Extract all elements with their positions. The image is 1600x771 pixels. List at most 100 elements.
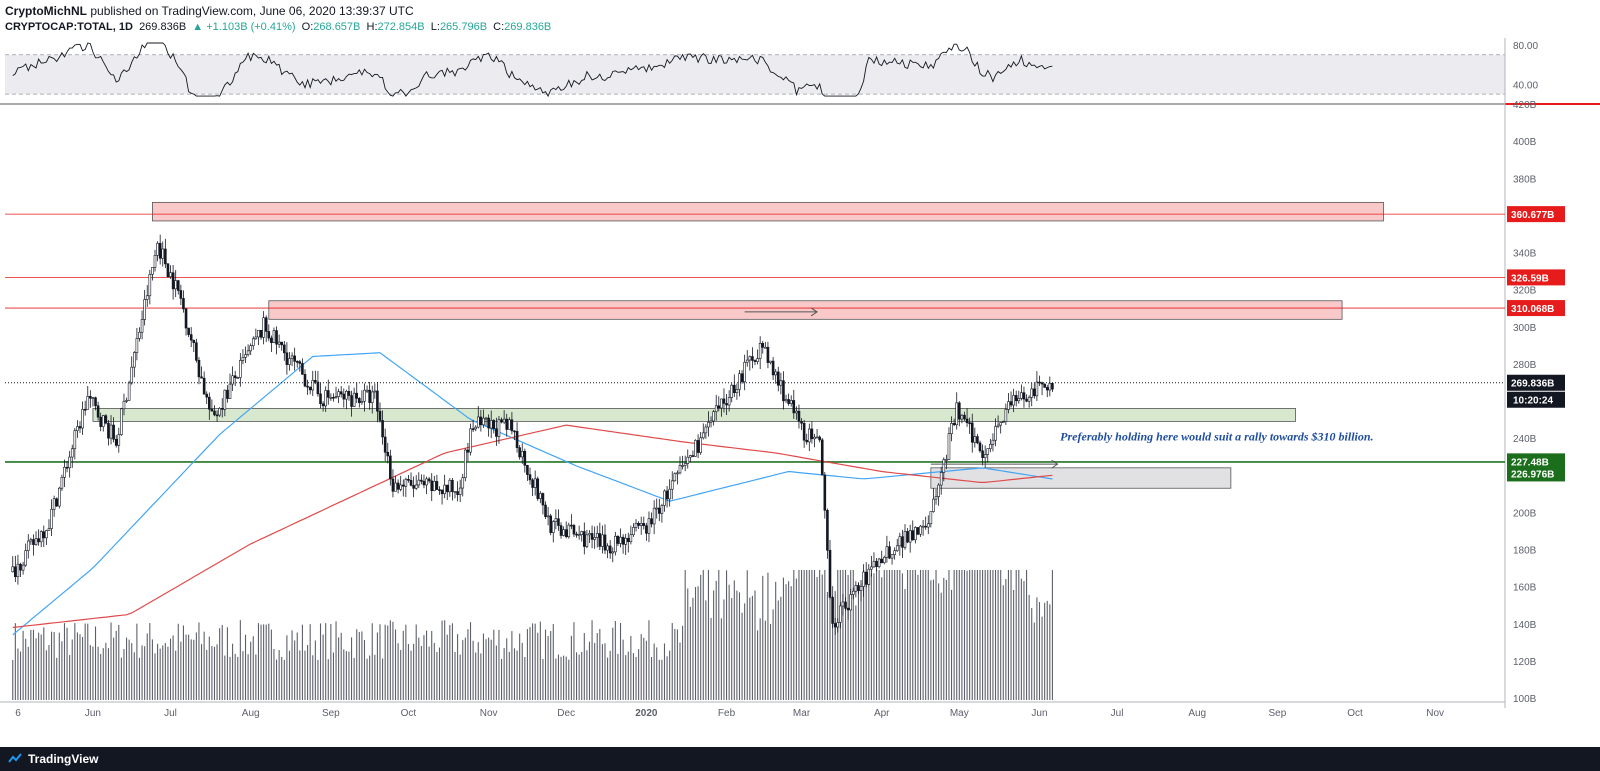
candle-body [487,417,490,429]
brand-name[interactable]: TradingView [28,752,99,766]
candle-body [1007,401,1010,410]
candle-body [21,564,25,571]
candle-body [303,374,307,387]
candle-body [104,415,108,424]
candle-body [360,400,364,403]
candle-body [945,459,948,461]
moving-average-fast-line [12,352,1053,636]
candle-body [218,408,221,416]
candle-body [329,396,333,399]
candle-body [828,549,832,598]
candle-body [396,482,400,490]
candle-body [200,376,203,379]
candle-body [893,550,896,555]
candle-body [259,329,263,338]
symbol-label[interactable]: CRYPTOCAP:TOTAL, 1D [5,21,133,33]
candle-body [32,539,35,545]
candle-body [420,479,423,482]
support-zone[interactable] [92,408,1296,422]
price-tick-label: 320B [1513,286,1537,297]
candle-body [554,518,558,522]
candle-body [673,473,677,482]
candle-body [39,531,43,543]
candle-body [867,568,871,585]
time-tick-label: Jul [164,708,177,719]
candle-body [696,440,700,453]
candle-body [588,533,591,536]
candle-body [156,242,159,256]
resistance-zone[interactable] [268,300,1343,320]
candle-body [795,410,798,414]
candle-body [753,360,757,362]
candle-body [466,449,470,453]
candle-body [652,507,656,525]
candle-body [409,480,413,486]
candle-body [345,391,348,400]
candle-body [937,484,940,497]
candle-body [257,329,260,338]
candle-body [89,396,92,399]
candle-body [458,487,462,495]
author-name[interactable]: CryptoMichNL [5,4,87,18]
candle-body [989,444,992,449]
price-tick-label: 420B [1513,100,1537,111]
candle-body [699,437,702,453]
candle-body [942,459,946,473]
candle-body [531,479,534,488]
candle-body [963,414,966,420]
candle-body [549,515,552,533]
candle-body [277,341,281,345]
candle-body [513,430,516,433]
candle-body [275,330,278,345]
candle-body [1012,395,1015,406]
candle-body [709,420,713,423]
neutral-zone[interactable] [930,467,1232,489]
candle-body [78,426,82,429]
low-label: L: [430,21,440,33]
candle-body [60,477,64,489]
time-tick-label: Jul [1111,708,1124,719]
candle-body [551,521,555,533]
candle-body [714,405,718,412]
resistance-zone[interactable] [152,201,1384,222]
candle-body [254,336,258,340]
candle-body [911,530,915,541]
last-price-label-box [1507,374,1565,391]
candle-body [740,373,744,383]
candle-body [68,456,71,469]
candle-body [544,504,547,518]
candle-body [815,436,819,439]
candle-body [1051,383,1054,390]
candle-body [903,531,907,548]
candle-body [120,408,123,435]
candle-body [81,408,84,429]
candle-body [114,438,118,446]
tradingview-logo-icon[interactable] [8,752,22,766]
candle-body [324,390,327,407]
candle-body [417,479,421,486]
candle-body [283,344,286,354]
level-price-label-box [1507,300,1565,317]
candle-body [1025,398,1028,402]
price-chart[interactable]: 80.0040.00100B120B140B160B180B200B220B24… [0,38,1600,747]
price-tick-label: 240B [1513,434,1537,445]
candle-body [601,534,604,547]
candle-body [833,623,837,628]
candle-body [401,484,405,487]
candle-body [1030,388,1034,398]
candle-body [1014,395,1018,402]
candle-body [771,360,775,376]
price-tick-label: 180B [1513,546,1537,557]
candle-body [743,361,746,383]
candle-body [820,439,824,476]
candle-body [151,267,154,275]
candle-body [973,436,977,443]
candle-body [161,248,165,259]
candle-body [342,393,346,400]
price-tick-label: 300B [1513,323,1537,334]
candle-body [508,419,511,430]
candle-body [363,389,366,402]
candle-body [864,571,868,585]
candle-body [347,391,351,396]
candle-body [107,422,110,439]
